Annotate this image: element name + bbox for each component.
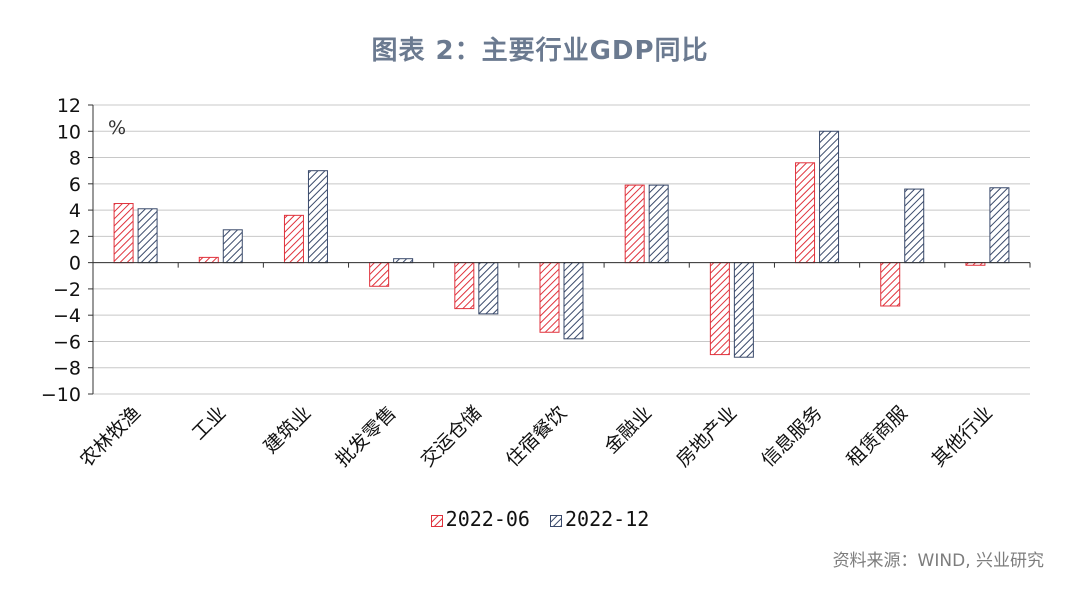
bar-2022-06-工业 bbox=[198, 256, 219, 264]
legend-item-2022-06: 2022-06 bbox=[430, 507, 530, 531]
x-category-label: 批发零售 bbox=[331, 402, 400, 471]
y-tick-label: 8 bbox=[69, 148, 81, 170]
bar-2022-12-交运仓储 bbox=[478, 262, 499, 315]
bar-2022-12-房地产业 bbox=[733, 262, 754, 358]
bar-2022-06-金融业 bbox=[624, 184, 645, 264]
x-category-label: 金融业 bbox=[600, 402, 656, 458]
x-category-label: 农林牧渔 bbox=[76, 402, 145, 471]
y-tick-label: 2 bbox=[69, 226, 81, 248]
bar-2022-06-建筑业 bbox=[283, 214, 304, 264]
x-category-label: 信息服务 bbox=[757, 402, 826, 471]
bar-2022-12-工业 bbox=[222, 229, 243, 264]
y-tick-label: −10 bbox=[41, 384, 81, 406]
bar-2022-12-租赁商服 bbox=[904, 188, 925, 264]
bar-2022-06-批发零售 bbox=[369, 262, 390, 287]
x-category-label: 其他行业 bbox=[928, 402, 997, 471]
bar-2022-06-租赁商服 bbox=[880, 262, 901, 307]
bar-2022-06-房地产业 bbox=[709, 262, 730, 356]
bar-2022-12-金融业 bbox=[648, 184, 669, 264]
legend-label-2022-06: 2022-06 bbox=[445, 507, 530, 531]
bar-2022-12-其他行业 bbox=[989, 187, 1010, 264]
bar-2022-12-住宿餐饮 bbox=[563, 262, 584, 340]
y-unit-label: % bbox=[108, 117, 126, 139]
x-category-label: 租赁商服 bbox=[842, 402, 911, 471]
y-tick-label: 0 bbox=[69, 253, 81, 275]
bar-2022-12-批发零售 bbox=[393, 258, 414, 264]
y-tick-label: −8 bbox=[53, 358, 81, 380]
source-note: 资料来源：WIND, 兴业研究 bbox=[832, 551, 1044, 571]
legend-item-2022-12: 2022-12 bbox=[550, 507, 649, 531]
y-tick-label: 10 bbox=[57, 121, 81, 143]
x-category-label: 工业 bbox=[188, 402, 230, 444]
x-category-label: 房地产业 bbox=[672, 402, 741, 471]
y-tick-label: 4 bbox=[69, 200, 81, 222]
legend: 2022-06 2022-12 bbox=[0, 507, 1080, 531]
chart-title: 图表 2：主要行业GDP同比 bbox=[371, 36, 709, 66]
y-tick-label: −6 bbox=[53, 331, 81, 353]
y-tick-label: 6 bbox=[69, 174, 81, 196]
x-category-label: 住宿餐饮 bbox=[502, 402, 571, 471]
bar-2022-06-交运仓储 bbox=[454, 262, 475, 310]
y-tick-label: −2 bbox=[53, 279, 81, 301]
y-tick-label: −4 bbox=[53, 305, 81, 327]
legend-label-2022-12: 2022-12 bbox=[565, 507, 650, 531]
bar-2022-06-住宿餐饮 bbox=[539, 262, 560, 333]
x-category-label: 交运仓储 bbox=[417, 402, 486, 471]
y-tick-label: 12 bbox=[57, 95, 81, 117]
bar-2022-12-农林牧渔 bbox=[137, 208, 158, 264]
legend-swatch-2022-12 bbox=[550, 515, 563, 527]
x-category-label: 建筑业 bbox=[260, 402, 316, 458]
bar-2022-12-信息服务 bbox=[819, 130, 840, 264]
bar-2022-06-农林牧渔 bbox=[113, 203, 134, 264]
bar-2022-06-信息服务 bbox=[795, 162, 816, 264]
bar-2022-12-建筑业 bbox=[307, 170, 328, 264]
legend-swatch-2022-06 bbox=[430, 515, 443, 527]
